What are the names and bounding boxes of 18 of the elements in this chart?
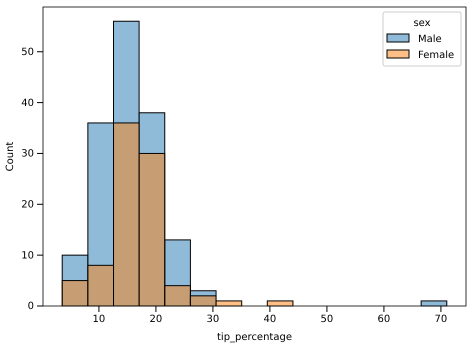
legend-label: Male: [418, 34, 442, 45]
x-tick-label: 60: [378, 314, 390, 326]
y-tick-label: 40: [21, 98, 34, 109]
x-tick-label: 20: [150, 314, 162, 326]
y-tick-label: 30: [21, 148, 34, 160]
x-axis-title: tip_percentage: [217, 332, 292, 343]
y-tick-label: 0: [28, 301, 34, 312]
y-tick-label: 50: [21, 46, 34, 58]
x-tick-label: 50: [320, 314, 334, 326]
y-axis-title: Count: [5, 142, 16, 172]
x-tick-label: 40: [264, 314, 276, 326]
y-tick-label: 20: [21, 200, 34, 210]
x-tick-label: 10: [92, 314, 106, 326]
x-tick-label: 70: [434, 314, 448, 326]
legend-title: sex: [413, 18, 431, 29]
y-tick-label: 10: [21, 250, 34, 262]
legend-label: Female: [418, 50, 454, 61]
x-tick-label: 30: [206, 314, 220, 326]
